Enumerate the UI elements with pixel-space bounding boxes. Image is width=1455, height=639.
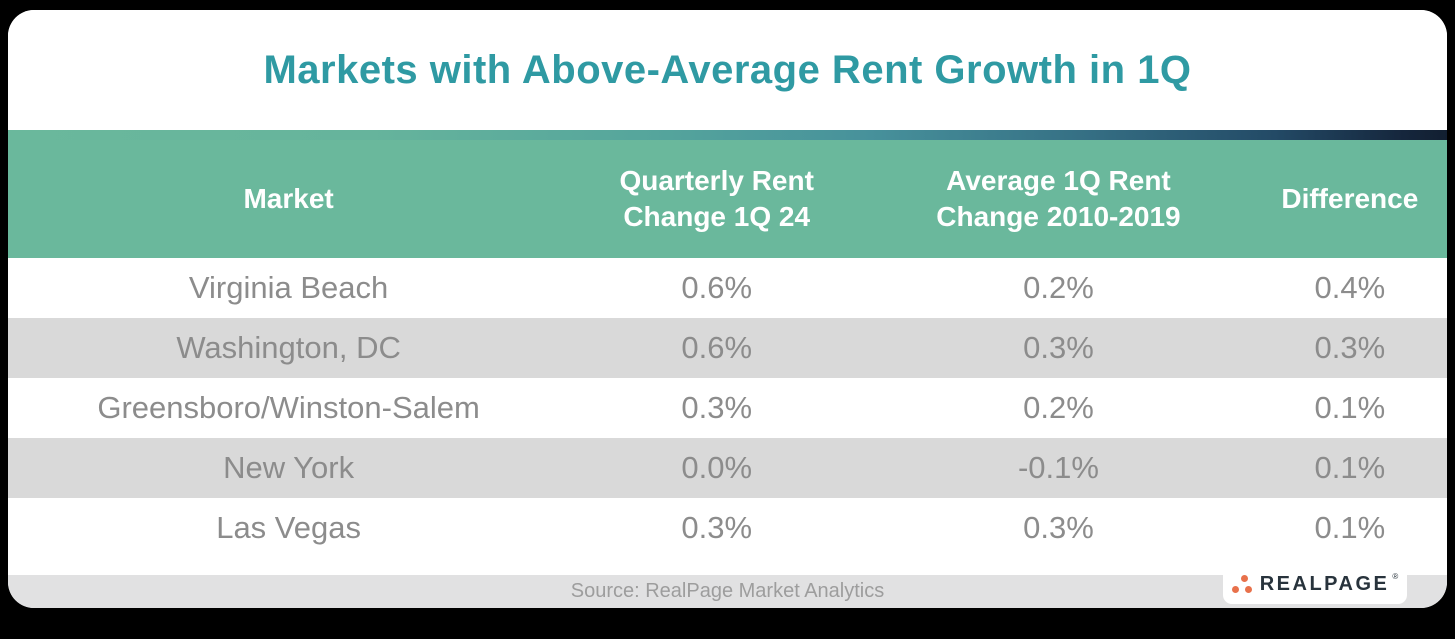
cell-market: Greensboro/Winston-Salem xyxy=(97,390,480,425)
table-header-row: Market Quarterly Rent Change 1Q 24 Avera… xyxy=(8,140,1447,258)
cell-quarterly: 0.6% xyxy=(681,330,753,365)
cell-quarterly: 0.3% xyxy=(681,390,753,425)
page-title: Markets with Above-Average Rent Growth i… xyxy=(263,47,1192,92)
realpage-logo-text: REALPAGE xyxy=(1259,572,1390,595)
column-header-average: Average 1Q Rent Change 2010-2019 xyxy=(864,163,1253,235)
cell-difference: 0.1% xyxy=(1314,390,1386,425)
cell-difference: 0.3% xyxy=(1314,330,1386,365)
cell-quarterly: 0.6% xyxy=(681,270,753,305)
table-row: Virginia Beach 0.6% 0.2% 0.4% xyxy=(8,258,1447,318)
title-section: Markets with Above-Average Rent Growth i… xyxy=(8,10,1447,130)
column-header-quarterly: Quarterly Rent Change 1Q 24 xyxy=(569,163,864,235)
cell-average: 0.2% xyxy=(1023,270,1094,305)
cell-market: Washington, DC xyxy=(176,330,401,365)
trademark-symbol: ® xyxy=(1392,572,1399,581)
cell-difference: 0.4% xyxy=(1314,270,1386,305)
table-row: Las Vegas 0.3% 0.3% 0.1% xyxy=(8,498,1447,558)
source-bar: Source: RealPage Market Analytics xyxy=(8,575,1447,608)
column-header-quarterly-line2: Change 1Q 24 xyxy=(623,201,811,232)
cell-market: Las Vegas xyxy=(216,510,361,545)
table-row: New York 0.0% -0.1% 0.1% xyxy=(8,438,1447,498)
column-header-average-line1: Average 1Q Rent xyxy=(946,165,1171,196)
column-header-quarterly-line1: Quarterly Rent xyxy=(619,165,814,196)
source-note: Source: RealPage Market Analytics xyxy=(570,580,885,602)
cell-difference: 0.1% xyxy=(1314,510,1386,545)
cell-market: New York xyxy=(223,450,355,485)
cell-average: 0.2% xyxy=(1023,390,1094,425)
spacer xyxy=(8,558,1447,575)
cell-quarterly: 0.3% xyxy=(681,510,753,545)
cell-difference: 0.1% xyxy=(1314,450,1386,485)
cell-average: -0.1% xyxy=(1017,450,1099,485)
table-card: Markets with Above-Average Rent Growth i… xyxy=(8,10,1447,608)
realpage-logo: REALPAGE ® xyxy=(1223,564,1407,604)
column-header-average-line2: Change 2010-2019 xyxy=(936,201,1181,232)
cell-market: Virginia Beach xyxy=(188,270,389,305)
column-header-difference: Difference xyxy=(1281,183,1419,214)
cell-quarterly: 0.0% xyxy=(681,450,753,485)
gradient-divider xyxy=(8,130,1447,140)
cell-average: 0.3% xyxy=(1023,510,1094,545)
table-row: Greensboro/Winston-Salem 0.3% 0.2% 0.1% xyxy=(8,378,1447,438)
realpage-dots-icon xyxy=(1231,574,1253,594)
column-header-market: Market xyxy=(243,183,334,214)
cell-average: 0.3% xyxy=(1023,330,1094,365)
table-row: Washington, DC 0.6% 0.3% 0.3% xyxy=(8,318,1447,378)
